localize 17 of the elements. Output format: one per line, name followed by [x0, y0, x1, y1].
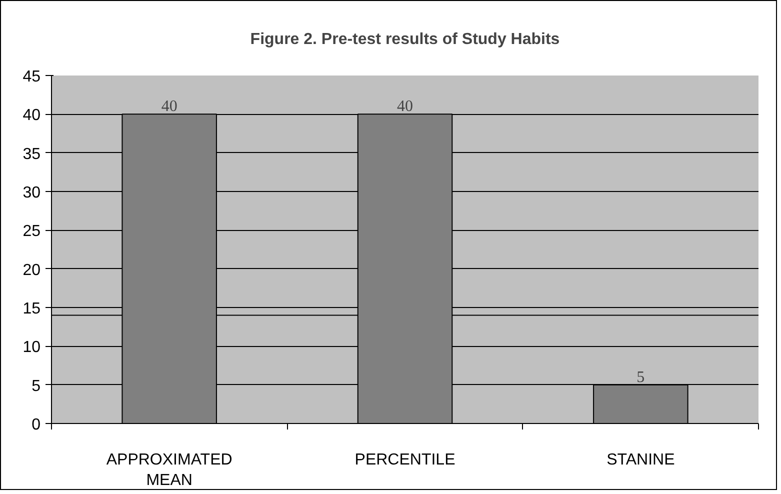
y-tick-label: 15: [22, 300, 41, 318]
y-tick-label: 10: [22, 339, 41, 356]
x-tick-label: APPROXIMATED MEAN: [106, 452, 232, 489]
y-tick-label: 20: [22, 262, 41, 279]
y-tick-label: 25: [22, 223, 41, 240]
data-label: 40: [397, 98, 413, 116]
x-tick-label: PERCENTILE: [354, 452, 456, 468]
y-tick-label: 30: [22, 184, 41, 202]
y-tick-label: 45: [22, 68, 41, 86]
y-tick-label: 40: [22, 107, 41, 124]
y-tick-label: 0: [32, 416, 41, 434]
y-tick-label: 35: [22, 146, 41, 163]
data-label: 5: [636, 368, 645, 386]
chart-title: Figure 2. Pre-test results of Study Habits: [250, 31, 560, 48]
x-tick-label: STANINE: [606, 452, 675, 468]
data-label: 40: [161, 98, 178, 116]
y-tick-label: 5: [32, 378, 41, 395]
